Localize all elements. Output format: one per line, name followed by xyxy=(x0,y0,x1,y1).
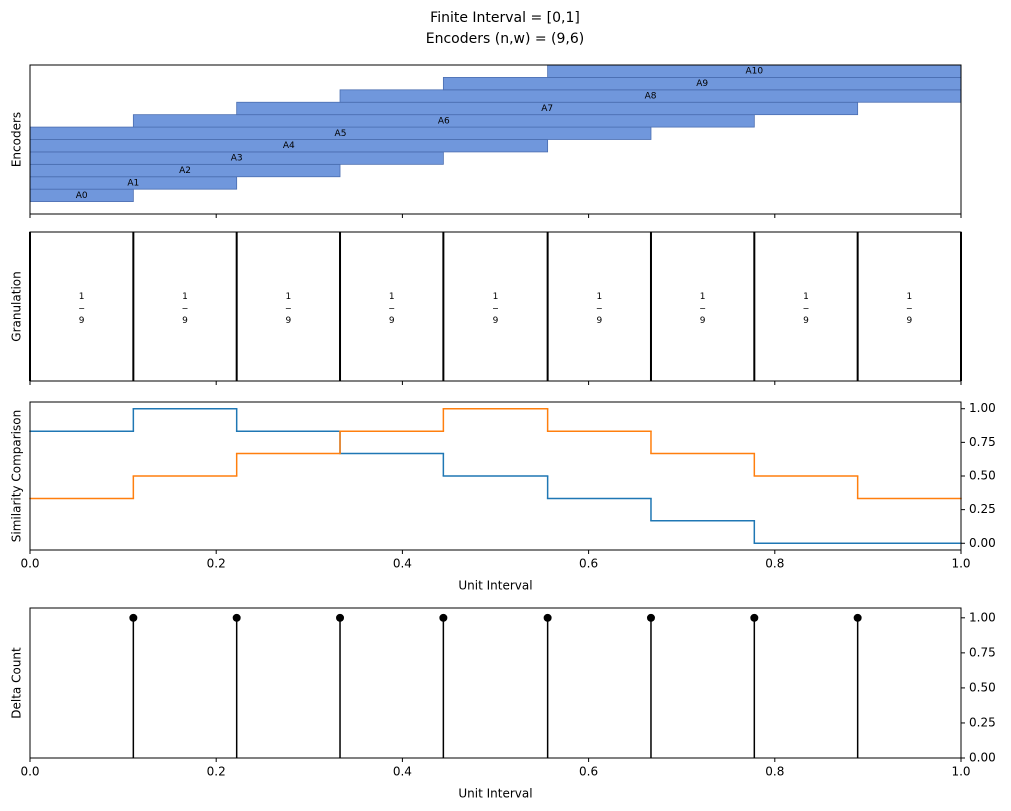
x-tick-label: 0.0 xyxy=(20,765,39,779)
granule-denominator: 9 xyxy=(906,316,912,326)
x-axis-label: Unit Interval xyxy=(458,787,532,801)
x-tick-label: 1.0 xyxy=(951,557,970,571)
bar-label: A3 xyxy=(231,154,243,164)
bar-label: A10 xyxy=(746,67,764,77)
stem-marker xyxy=(232,613,241,622)
figure-subtitle: Encoders (n,w) = (9,6) xyxy=(426,31,585,47)
granule-numerator: 1 xyxy=(389,292,395,302)
stem-marker xyxy=(543,613,552,622)
stem-marker xyxy=(439,613,448,622)
y-tick-label: 0.25 xyxy=(969,502,996,516)
axes-frame xyxy=(29,64,962,215)
granule-denominator: 9 xyxy=(596,316,602,326)
y-axis-label: Granulation xyxy=(10,271,24,341)
granule-denominator: 9 xyxy=(493,316,499,326)
bar-label: A4 xyxy=(283,141,295,151)
granule-numerator: 1 xyxy=(79,292,85,302)
x-tick-label: 0.2 xyxy=(207,765,226,779)
y-tick-label: 0.50 xyxy=(969,680,996,694)
y-tick-label: 0.00 xyxy=(969,536,996,550)
panel: 0.0 0.2 0.4 0.6 0.8 1.0 0.00 0.25 0.50 0.75 1.00 Un… xyxy=(10,401,996,592)
panel: A0 A1 A2 A3 A4 A5 A6 A7 A8 A9 A10 Encoders xyxy=(10,64,962,218)
granule-numerator: 1 xyxy=(285,292,291,302)
granule-numerator: 1 xyxy=(182,292,188,302)
granule-denominator: 9 xyxy=(182,316,188,326)
y-axis-label: Delta Count xyxy=(10,647,24,719)
x-tick-label: 0.0 xyxy=(20,557,39,571)
granule-denominator: 9 xyxy=(285,316,291,326)
bar-label: A1 xyxy=(127,178,139,188)
bar-label: A7 xyxy=(541,104,553,114)
granule-numerator: 1 xyxy=(596,292,602,302)
granule-numerator: 1 xyxy=(906,292,912,302)
y-tick-label: 1.00 xyxy=(969,401,996,415)
y-tick-label: 0.00 xyxy=(969,751,996,765)
bar-label: A5 xyxy=(335,129,347,139)
y-tick-label: 1.00 xyxy=(969,610,996,624)
stem-marker xyxy=(853,613,862,622)
stem-marker xyxy=(750,613,759,622)
stem-marker xyxy=(336,613,345,622)
x-tick-label: 1.0 xyxy=(951,765,970,779)
panel: 1 9 1 9 1 9 1 9 1 9 1 9 1 9 1 9 1 9 Granulation xyxy=(10,231,962,385)
granule-denominator: 9 xyxy=(803,316,809,326)
axes-frame xyxy=(29,231,962,382)
x-tick-label: 0.4 xyxy=(393,765,412,779)
x-tick-label: 0.2 xyxy=(207,557,226,571)
bar-label: A6 xyxy=(438,116,450,126)
granule-numerator: 1 xyxy=(803,292,809,302)
x-tick-label: 0.4 xyxy=(393,557,412,571)
y-axis-label: Encoders xyxy=(10,112,24,167)
bar-label: A8 xyxy=(645,92,657,102)
granule-numerator: 1 xyxy=(700,292,706,302)
y-tick-label: 0.75 xyxy=(969,645,996,659)
axes-frame xyxy=(29,607,962,759)
bar-label: A0 xyxy=(76,191,88,201)
granule-denominator: 9 xyxy=(389,316,395,326)
x-tick-label: 0.8 xyxy=(765,557,784,571)
y-tick-label: 0.50 xyxy=(969,469,996,483)
panel: 0.0 0.2 0.4 0.6 0.8 1.00.00 0.25 0.50 0.75 1.00 Un… xyxy=(10,607,996,801)
granule-numerator: 1 xyxy=(493,292,499,302)
y-tick-label: 0.75 xyxy=(969,435,996,449)
x-axis-label: Unit Interval xyxy=(458,579,532,593)
granule-denominator: 9 xyxy=(79,316,85,326)
figure-title: Finite Interval = [0,1] xyxy=(430,10,580,26)
x-tick-label: 0.8 xyxy=(765,765,784,779)
bar-label: A9 xyxy=(696,79,708,89)
stem-marker xyxy=(129,613,138,622)
x-tick-label: 0.6 xyxy=(579,765,598,779)
bar-label: A2 xyxy=(179,166,191,176)
y-axis-label: Similarity Comparison xyxy=(10,410,24,542)
stem-marker xyxy=(646,613,655,622)
granule-denominator: 9 xyxy=(700,316,706,326)
x-tick-label: 0.6 xyxy=(579,557,598,571)
y-tick-label: 0.25 xyxy=(969,715,996,729)
